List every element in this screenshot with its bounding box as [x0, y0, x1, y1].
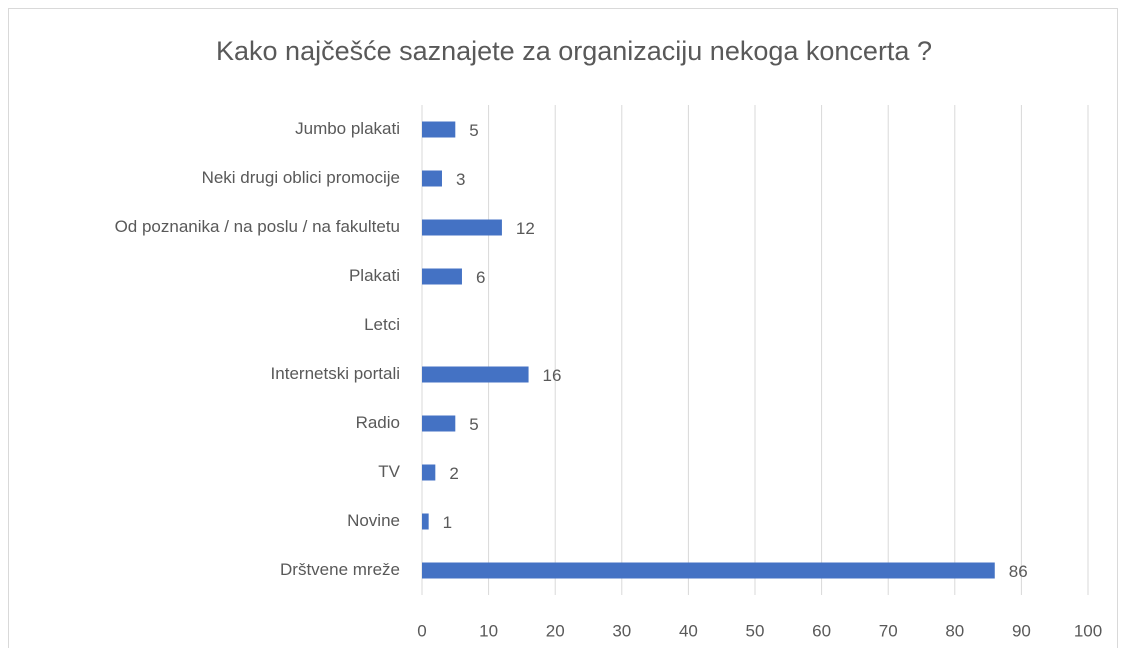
data-label: 3: [456, 170, 465, 189]
y-tick-label: Od poznanika / na poslu / na fakultetu: [115, 217, 400, 236]
bar: [422, 219, 502, 236]
bar: [422, 268, 462, 285]
data-label: 16: [543, 366, 562, 385]
y-tick-label: Jumbo plakati: [295, 119, 400, 138]
x-tick-label: 50: [746, 621, 765, 640]
data-label: 5: [469, 415, 478, 434]
y-tick-label: Neki drugi oblici promocije: [202, 168, 400, 187]
y-tick-label: Letci: [364, 315, 400, 334]
x-tick-label: 60: [812, 621, 831, 640]
chart-border: [8, 8, 1118, 648]
x-tick-label: 40: [679, 621, 698, 640]
y-tick-label: Drštvene mreže: [280, 560, 400, 579]
x-tick-label: 80: [945, 621, 964, 640]
x-tick-label: 90: [1012, 621, 1031, 640]
data-label: 86: [1009, 562, 1028, 581]
data-label: 2: [449, 464, 458, 483]
bar: [422, 366, 529, 383]
y-tick-label: Radio: [356, 413, 400, 432]
y-tick-label: Internetski portali: [271, 364, 400, 383]
x-tick-label: 100: [1074, 621, 1102, 640]
x-tick-label: 30: [612, 621, 631, 640]
data-label: 1: [443, 513, 452, 532]
chart-title: Kako najčešće saznajete za organizaciju …: [216, 36, 932, 66]
data-label: 12: [516, 219, 535, 238]
y-tick-label: Plakati: [349, 266, 400, 285]
data-label: 5: [469, 121, 478, 140]
bar: [422, 170, 442, 187]
x-tick-label: 70: [879, 621, 898, 640]
bar: [422, 562, 995, 579]
bar: [422, 464, 436, 481]
y-tick-label: Novine: [347, 511, 400, 530]
bar: [422, 415, 456, 432]
y-tick-label: TV: [378, 462, 400, 481]
x-tick-label: 10: [479, 621, 498, 640]
x-tick-label: 20: [546, 621, 565, 640]
x-tick-label: 0: [417, 621, 426, 640]
data-label: 6: [476, 268, 485, 287]
bar: [422, 121, 456, 138]
bar: [422, 513, 429, 530]
